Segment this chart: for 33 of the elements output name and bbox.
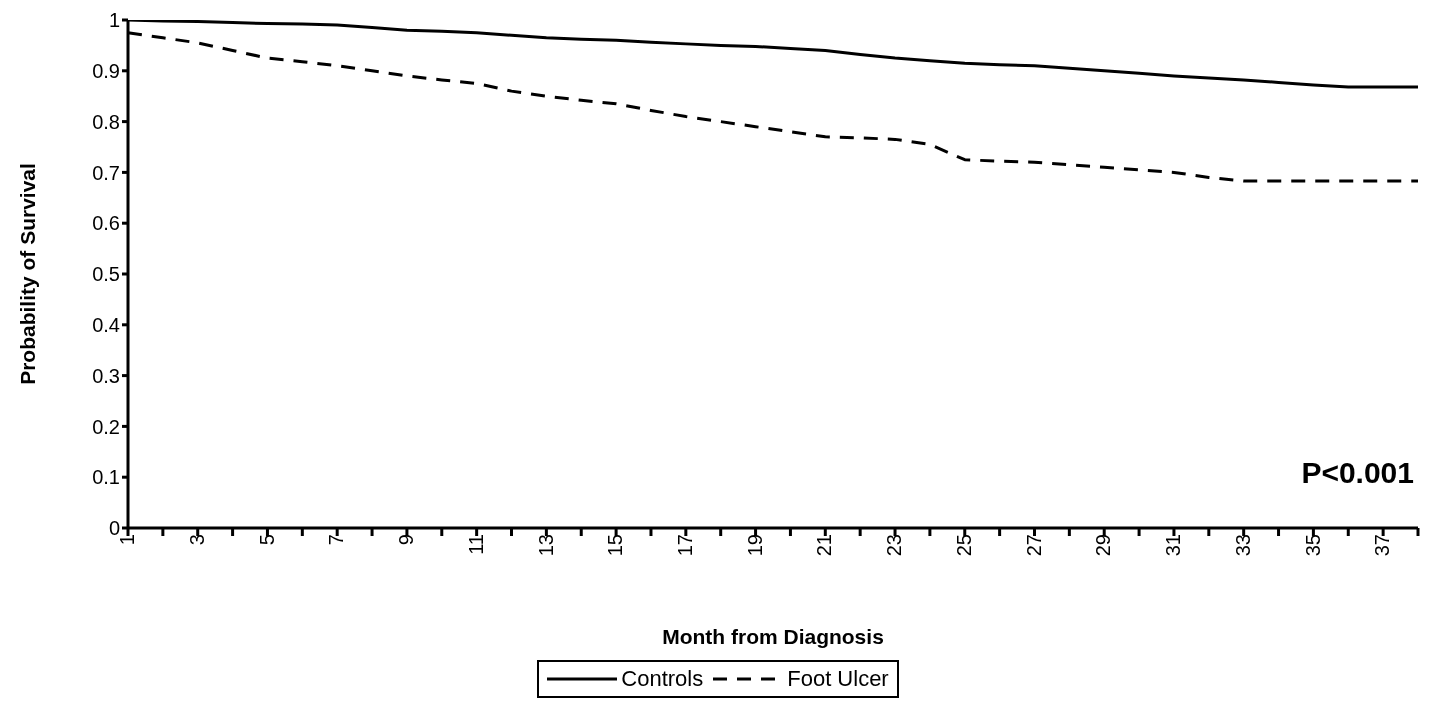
x-tick-label: 9 (395, 534, 418, 546)
y-tick-label: 0.8 (92, 110, 120, 133)
legend-label: Foot Ulcer (787, 666, 889, 692)
x-tick-label: 35 (1301, 534, 1324, 557)
x-tick-label: 25 (952, 534, 975, 557)
x-tick-label: 31 (1162, 534, 1185, 557)
y-tick-label: 0.2 (92, 415, 120, 438)
x-tick-label: 15 (604, 534, 627, 557)
annotation: P<0.001 (1301, 456, 1414, 490)
y-tick-label: 0.1 (92, 466, 120, 489)
x-tick-label: 19 (743, 534, 766, 557)
x-tick-label: 7 (325, 534, 348, 546)
legend-label: Controls (621, 666, 704, 692)
x-tick-label: 3 (185, 534, 208, 546)
y-tick-label: 0.7 (92, 161, 120, 184)
y-tick-label: 0.5 (92, 263, 120, 286)
x-tick-label: 11 (464, 534, 487, 555)
y-tick-label: 0.4 (92, 313, 120, 336)
y-tick-label: 0.3 (92, 364, 120, 387)
x-tick-label: 29 (1092, 534, 1115, 557)
x-tick-label: 13 (534, 534, 557, 557)
y-tick-label: 0.9 (92, 59, 120, 82)
x-tick-label: 33 (1231, 534, 1254, 557)
x-axis-title: Month from Diagnosis (662, 625, 884, 648)
y-tick-label: 1 (108, 9, 120, 32)
x-tick-label: 5 (255, 534, 278, 546)
x-tick-label: 27 (1022, 534, 1045, 557)
x-tick-label: 23 (883, 534, 906, 557)
y-tick-label: 0.6 (92, 212, 120, 235)
y-axis-title: Probability of Survival (16, 163, 40, 385)
x-tick-label: 21 (813, 534, 836, 557)
x-tick-label: 37 (1371, 534, 1394, 557)
x-tick-label: 17 (674, 534, 697, 557)
